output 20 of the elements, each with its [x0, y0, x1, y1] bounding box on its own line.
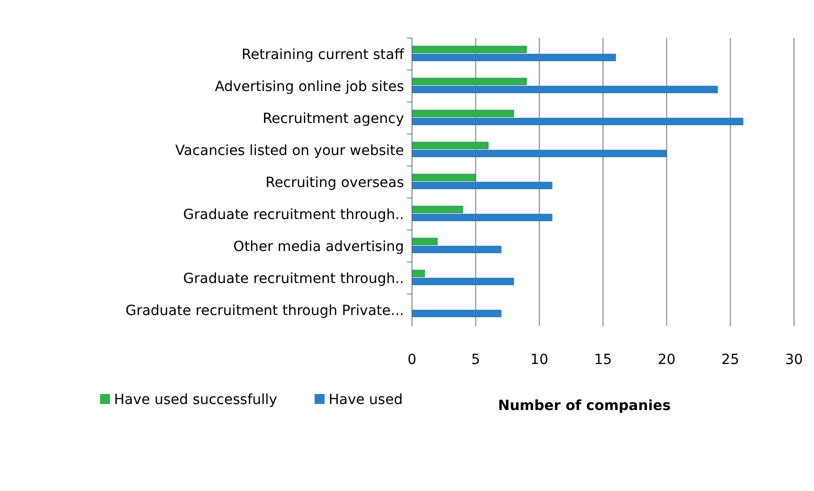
bar	[412, 310, 502, 318]
x-tick-label: 20	[658, 352, 676, 368]
x-tick-label: 5	[471, 352, 480, 368]
y-tick-label: Advertising online job sites	[214, 79, 404, 95]
y-tick-label: Vacancies listed on your website	[175, 143, 404, 159]
legend-label: Have used successfully	[114, 392, 278, 408]
y-tick-label: Recruitment agency	[262, 111, 404, 127]
y-tick-label: Other media advertising	[233, 239, 404, 255]
x-tick-label: 10	[530, 352, 548, 368]
y-tick-label: Retraining current staff	[242, 47, 404, 63]
y-tick-label: Graduate recruitment through..	[183, 207, 404, 223]
x-tick-label: 15	[594, 352, 612, 368]
x-tick-label: 0	[408, 352, 416, 368]
x-axis-title: Number of companies	[498, 398, 671, 414]
x-tick-label: 25	[721, 352, 740, 368]
y-tick-label: Graduate recruitment through Private...	[125, 303, 404, 319]
y-tick-label: Graduate recruitment through..	[183, 271, 404, 287]
legend-label: Have used	[328, 392, 403, 408]
y-tick-label: Recruiting overseas	[265, 175, 404, 191]
x-tick-label: 30	[785, 352, 803, 368]
